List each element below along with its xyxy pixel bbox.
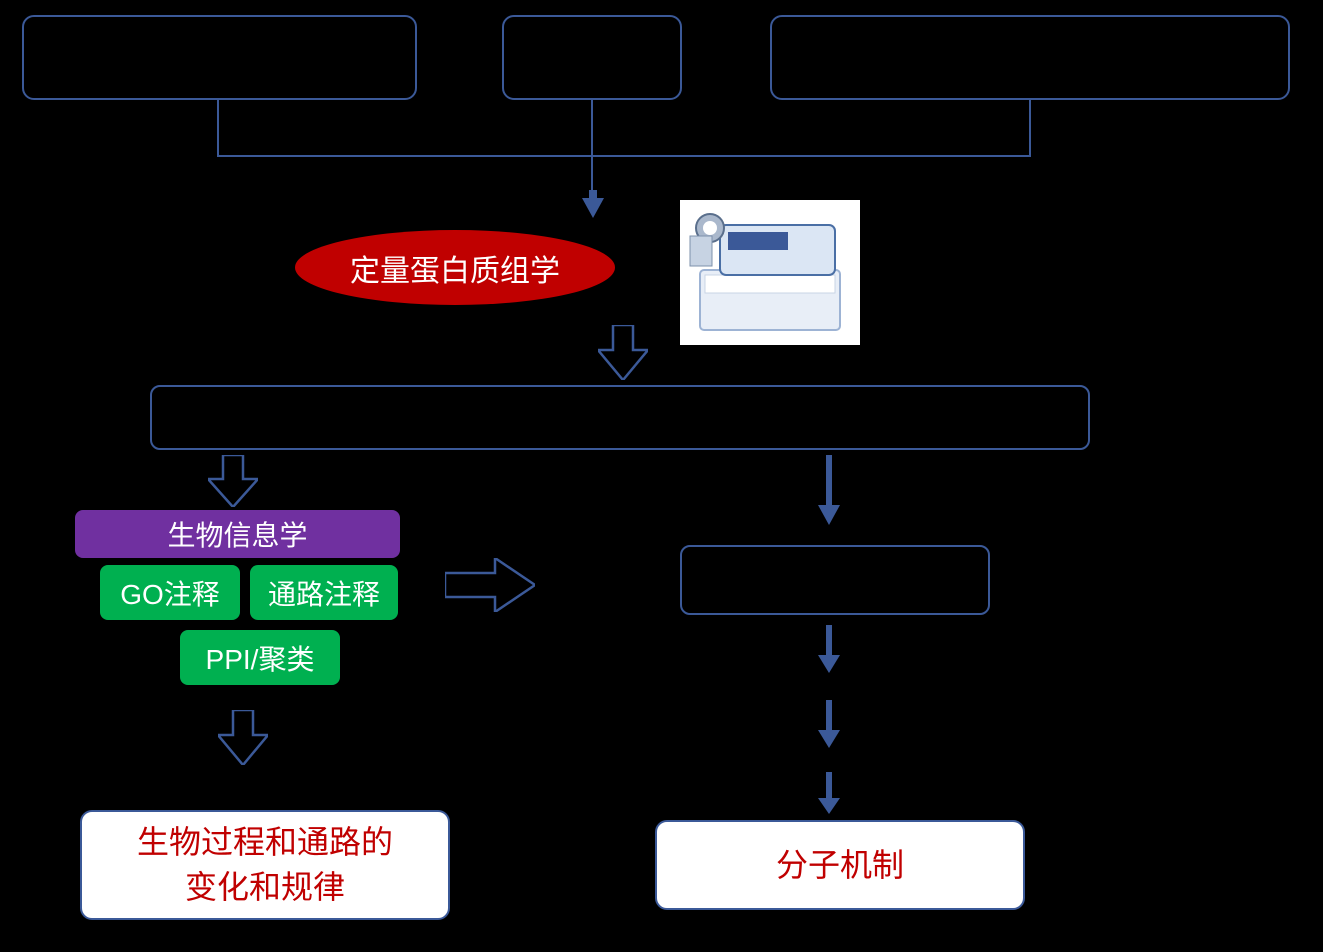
bioinfo-ppi-label: PPI/聚类 bbox=[206, 638, 315, 678]
arrow-down-small-r1 bbox=[818, 455, 840, 525]
connector-v1 bbox=[217, 100, 219, 155]
result-right: 分子机制 bbox=[655, 820, 1025, 910]
bioinfo-path-label: 通路注释 bbox=[268, 573, 380, 613]
bioinfo-header-label: 生物信息学 bbox=[167, 514, 307, 554]
bioinfo-path: 通路注释 bbox=[250, 565, 398, 620]
top-box-2 bbox=[502, 15, 682, 100]
arrow-down-small-r2 bbox=[818, 625, 840, 673]
bioinfo-go: GO注释 bbox=[100, 565, 240, 620]
arrow-down-small-r3 bbox=[818, 700, 840, 748]
arrow-down-small-1 bbox=[582, 190, 604, 218]
connector-v2 bbox=[591, 100, 593, 155]
wide-box bbox=[150, 385, 1090, 450]
result-left-label: 生物过程和通路的 变化和规律 bbox=[137, 820, 393, 910]
arrow-down-small-r4 bbox=[818, 772, 840, 814]
arrow-down-big-left2 bbox=[218, 710, 268, 765]
arrow-right-big bbox=[445, 558, 535, 612]
instrument-image bbox=[680, 200, 860, 345]
connector-stem bbox=[591, 155, 593, 193]
connector-v3 bbox=[1029, 100, 1031, 155]
top-box-3 bbox=[770, 15, 1290, 100]
ellipse-label: 定量蛋白质组学 bbox=[350, 246, 560, 290]
bioinfo-go-label: GO注释 bbox=[120, 573, 220, 613]
top-box-1 bbox=[22, 15, 417, 100]
arrow-down-big-1 bbox=[598, 325, 648, 380]
result-right-label: 分子机制 bbox=[776, 843, 904, 888]
ellipse-quant-proteomics: 定量蛋白质组学 bbox=[295, 230, 615, 305]
result-left: 生物过程和通路的 变化和规律 bbox=[80, 810, 450, 920]
small-right-box bbox=[680, 545, 990, 615]
connector-h bbox=[217, 155, 1031, 157]
bioinfo-header: 生物信息学 bbox=[75, 510, 400, 558]
bioinfo-ppi: PPI/聚类 bbox=[180, 630, 340, 685]
arrow-down-big-left bbox=[208, 455, 258, 507]
